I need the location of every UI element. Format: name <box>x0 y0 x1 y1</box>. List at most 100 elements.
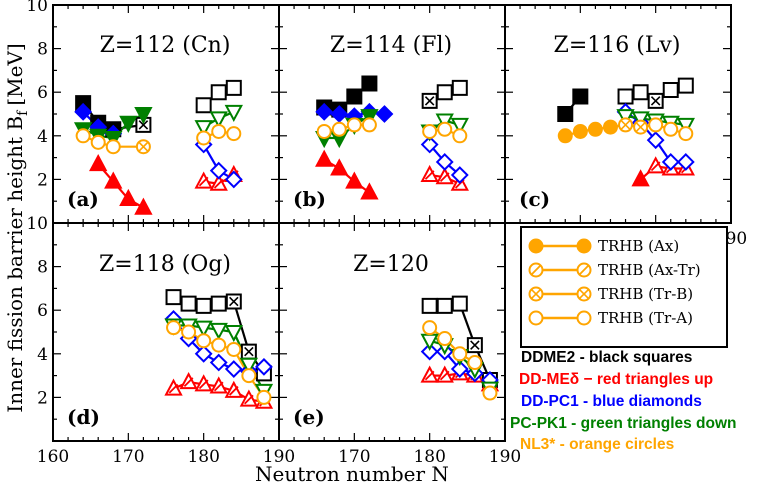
data-point-ddmedelta <box>315 149 334 167</box>
data-point-ddme2 <box>647 92 664 109</box>
data-point-ddpc1 <box>646 131 665 150</box>
data-point-nl3 <box>346 117 362 133</box>
data-point-ddmedelta <box>119 188 138 207</box>
data-point-ddme2 <box>361 75 378 92</box>
data-point-nl3 <box>452 128 468 144</box>
data-point-nl3 <box>241 368 257 384</box>
y-axis-label-main: Inner fission barrier height B <box>3 116 27 413</box>
data-point-ddmedelta <box>104 171 123 189</box>
legend-label: TRHB (Tr-A) <box>598 309 693 327</box>
model-note: NL3* - orange circles <box>520 436 674 453</box>
panel-label: (c) <box>519 187 550 211</box>
data-point-pcpk1 <box>209 322 228 340</box>
data-point-nl3 <box>75 128 91 144</box>
legend-marker <box>528 310 544 326</box>
legend-entry: TRHB (Ax) <box>528 237 679 255</box>
data-point-nl3 <box>437 121 453 137</box>
data-point-ddmedelta <box>345 171 364 189</box>
data-point-ddpc1 <box>255 357 273 376</box>
model-note: DDME2 - black squares <box>521 349 692 366</box>
data-point-ddmedelta <box>360 182 379 200</box>
data-point-ddme2 <box>210 295 227 312</box>
data-point-ddme2 <box>180 295 197 312</box>
y-tick-label: 6 <box>37 83 48 103</box>
data-point-pcpk1 <box>104 130 123 149</box>
data-point-ddme2 <box>421 92 438 109</box>
data-point-nl3 <box>226 126 242 142</box>
data-point-ddmedelta <box>164 378 183 396</box>
y-axis-label-subscript: f <box>15 109 31 116</box>
data-point-ddmedelta <box>194 374 213 392</box>
model-note: DD-PC1 - blue diamonds <box>521 393 702 410</box>
y-tick-label: 8 <box>37 40 48 60</box>
model-note: DD-MEδ − red triangles up <box>519 371 713 388</box>
data-point-pcpk1 <box>119 115 138 133</box>
data-point-ddmedelta <box>224 380 243 398</box>
y-tick-label: 2 <box>37 170 48 190</box>
x-tick-label: 170 <box>338 447 370 467</box>
data-point-pcpk1 <box>224 104 243 122</box>
data-point-ddme2 <box>451 295 468 312</box>
data-point-ddpc1 <box>194 344 213 363</box>
legend-marker <box>576 262 592 278</box>
data-point-nl3 <box>648 117 664 133</box>
data-point-nl3 <box>663 121 679 137</box>
data-point-nl3 <box>211 123 227 139</box>
data-point-nl3 <box>602 119 618 135</box>
data-point-nl3 <box>437 331 453 347</box>
data-point-ddpc1 <box>224 170 243 189</box>
data-point-nl3 <box>482 385 498 401</box>
data-point-nl3 <box>331 121 347 137</box>
data-point-ddpc1 <box>209 161 228 180</box>
data-point-nl3 <box>422 123 438 139</box>
data-point-ddmedelta <box>420 365 439 383</box>
data-point-nl3 <box>587 121 603 137</box>
panel-d: 160 170 180 190 2 4 6 8 10 Z=118 (Og) (d) <box>26 214 295 467</box>
data-point-ddpc1 <box>209 353 228 372</box>
y-tick-label: 8 <box>37 258 48 278</box>
data-point-nl3 <box>211 337 227 353</box>
data-point-ddme2 <box>451 79 468 96</box>
x-tick-label: 190 <box>489 447 521 467</box>
legend-marker <box>576 286 592 302</box>
legend-marker <box>576 238 592 254</box>
data-point-ddme2 <box>466 337 483 354</box>
data-point-ddpc1 <box>661 153 680 171</box>
data-point-pcpk1 <box>209 111 228 129</box>
data-point-ddme2 <box>240 343 257 360</box>
panel-e: 170 180 190 Z=120 (e) <box>278 222 521 467</box>
model-notes: DDME2 - black squares DD-MEδ − red triang… <box>510 349 737 453</box>
x-tick-label: 190 <box>263 447 295 467</box>
legend-marker <box>528 238 544 254</box>
data-point-ddpc1 <box>420 342 439 361</box>
data-point-ddmedelta <box>194 171 213 189</box>
data-point-ddmedelta <box>435 365 454 383</box>
x-tick-label: 160 <box>37 447 69 467</box>
panel-b: Z=114 (Fl) (b) <box>278 4 506 224</box>
x-tick-label: 180 <box>187 447 219 467</box>
panel-title: Z=120 <box>353 252 429 277</box>
data-point-pcpk1 <box>360 109 379 127</box>
panel-label: (d) <box>67 405 100 429</box>
data-point-nl3 <box>196 130 212 146</box>
data-point-ddmedelta <box>631 169 650 187</box>
data-point-ddmedelta <box>420 164 439 183</box>
panel-title: Z=112 (Cn) <box>100 33 231 58</box>
data-point-nl3 <box>633 119 649 135</box>
data-point-nl3 <box>678 126 694 142</box>
y-tick-label: 6 <box>37 301 48 321</box>
data-point-ddpc1 <box>676 153 695 171</box>
data-point-nl3 <box>135 139 151 155</box>
y-tick-label: 4 <box>37 345 48 365</box>
x-tick-label: 170 <box>112 447 144 467</box>
data-point-ddpc1 <box>450 166 469 184</box>
data-point-pcpk1 <box>450 117 469 136</box>
panel-label: (a) <box>67 187 99 211</box>
legend-marker <box>528 262 544 278</box>
data-point-pcpk1 <box>631 111 650 129</box>
data-point-pcpk1 <box>194 120 213 138</box>
data-point-nl3 <box>422 320 438 336</box>
data-point-ddme2 <box>421 297 438 314</box>
data-point-ddme2 <box>677 77 694 94</box>
